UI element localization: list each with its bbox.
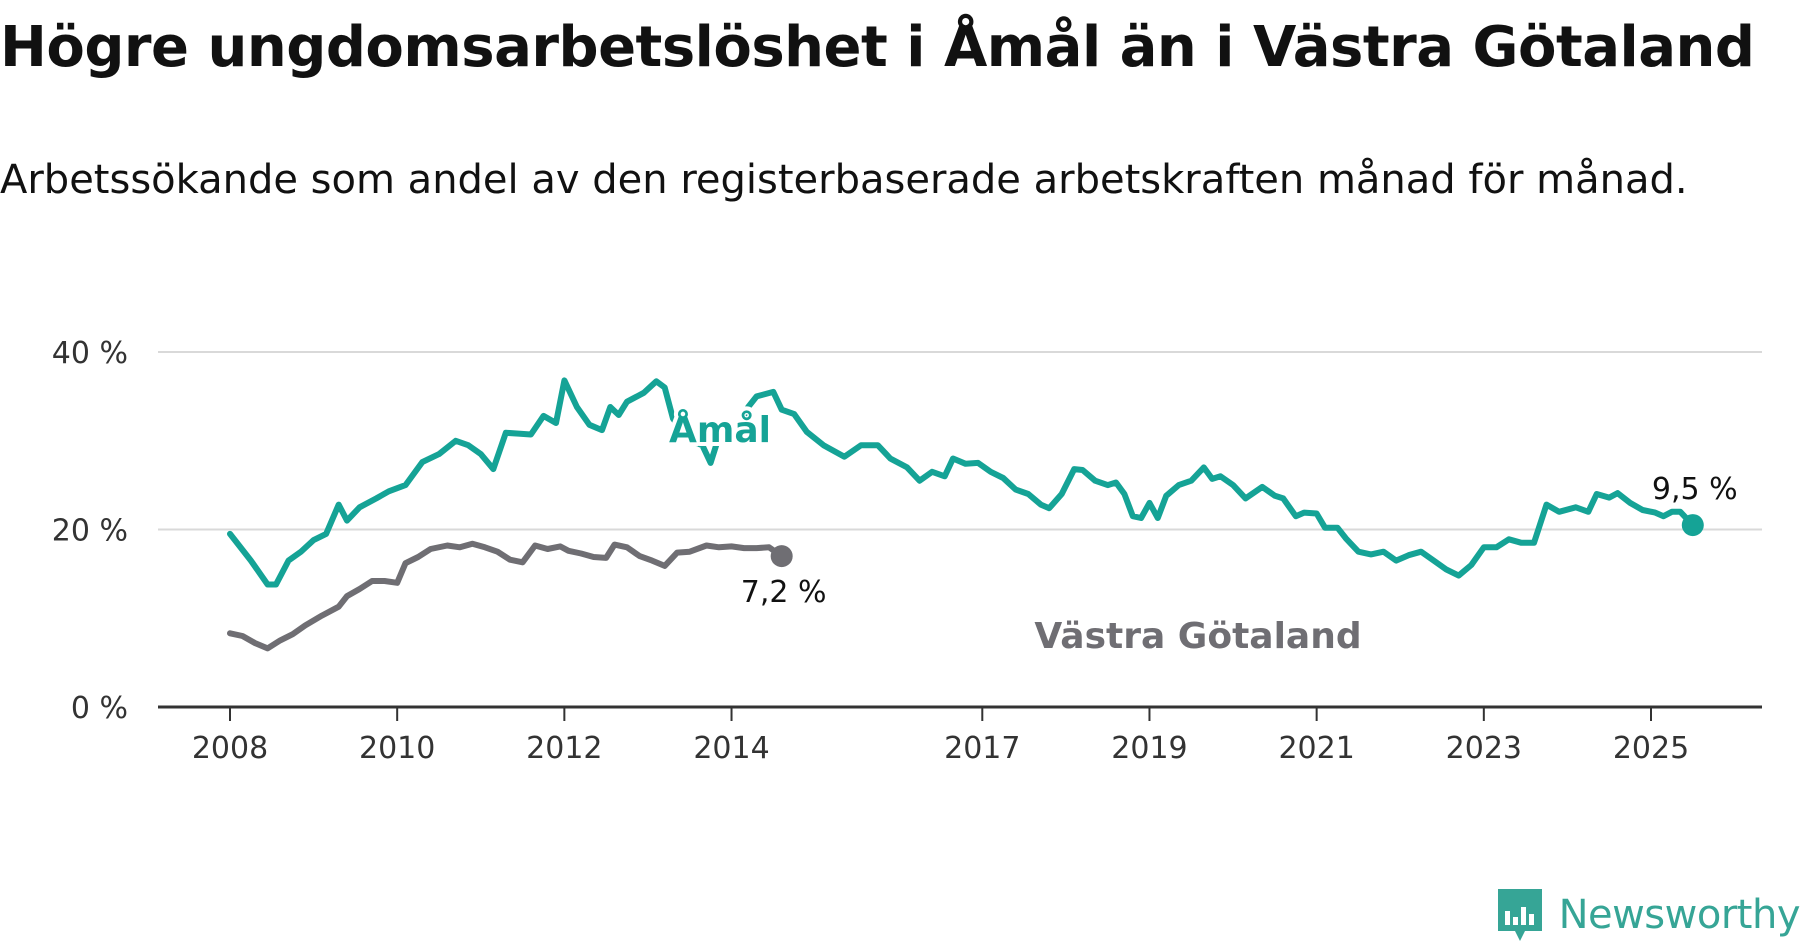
- x-tick-label: 2008: [192, 731, 268, 766]
- chart-title: Högre ungdomsarbetslöshet i Åmål än i Vä…: [0, 15, 1755, 80]
- brand-logo: Newsworthy: [1495, 885, 1800, 945]
- end-label-amal: 9,5 %: [1652, 472, 1738, 507]
- series-end-point: [1681, 514, 1704, 537]
- series-label-vastra-gotaland: Västra Götaland: [1034, 616, 1361, 657]
- y-tick-label: 40 %: [52, 336, 128, 371]
- series-labels: Åmål Västra Götaland 9,5 % 7,2 %: [665, 405, 1738, 661]
- series-lines: [227, 377, 1704, 652]
- x-tick-label: 2010: [359, 731, 435, 766]
- chart-subtitle: Arbetssökande som andel av den registerb…: [0, 157, 1688, 203]
- x-axis: 2008 2010 2012 2014 2017 2019 2021 2023 2025: [158, 705, 1762, 766]
- y-axis: 0 % 20 % 40 %: [52, 336, 128, 726]
- x-tick-label: 2025: [1613, 731, 1689, 766]
- x-tick-label: 2023: [1446, 731, 1522, 766]
- y-tick-label: 20 %: [52, 514, 128, 549]
- series-line-amal: [227, 377, 1696, 588]
- series-line-vastra-gotaland: [227, 540, 785, 652]
- x-tick-label: 2017: [944, 731, 1020, 766]
- gridlines: [158, 351, 1762, 531]
- x-tick-label: 2021: [1278, 731, 1354, 766]
- end-label-vastra-gotaland: 7,2 %: [741, 575, 827, 610]
- x-tick-label: 2012: [526, 731, 602, 766]
- y-tick-label: 0 %: [71, 691, 128, 726]
- newsworthy-logo-icon: [1497, 889, 1542, 941]
- series-end-point: [770, 545, 793, 568]
- series-label-amal: Åmål: [669, 409, 771, 451]
- brand-name: Newsworthy: [1558, 892, 1800, 938]
- x-tick-label: 2014: [693, 731, 769, 766]
- x-tick-label: 2019: [1111, 731, 1187, 766]
